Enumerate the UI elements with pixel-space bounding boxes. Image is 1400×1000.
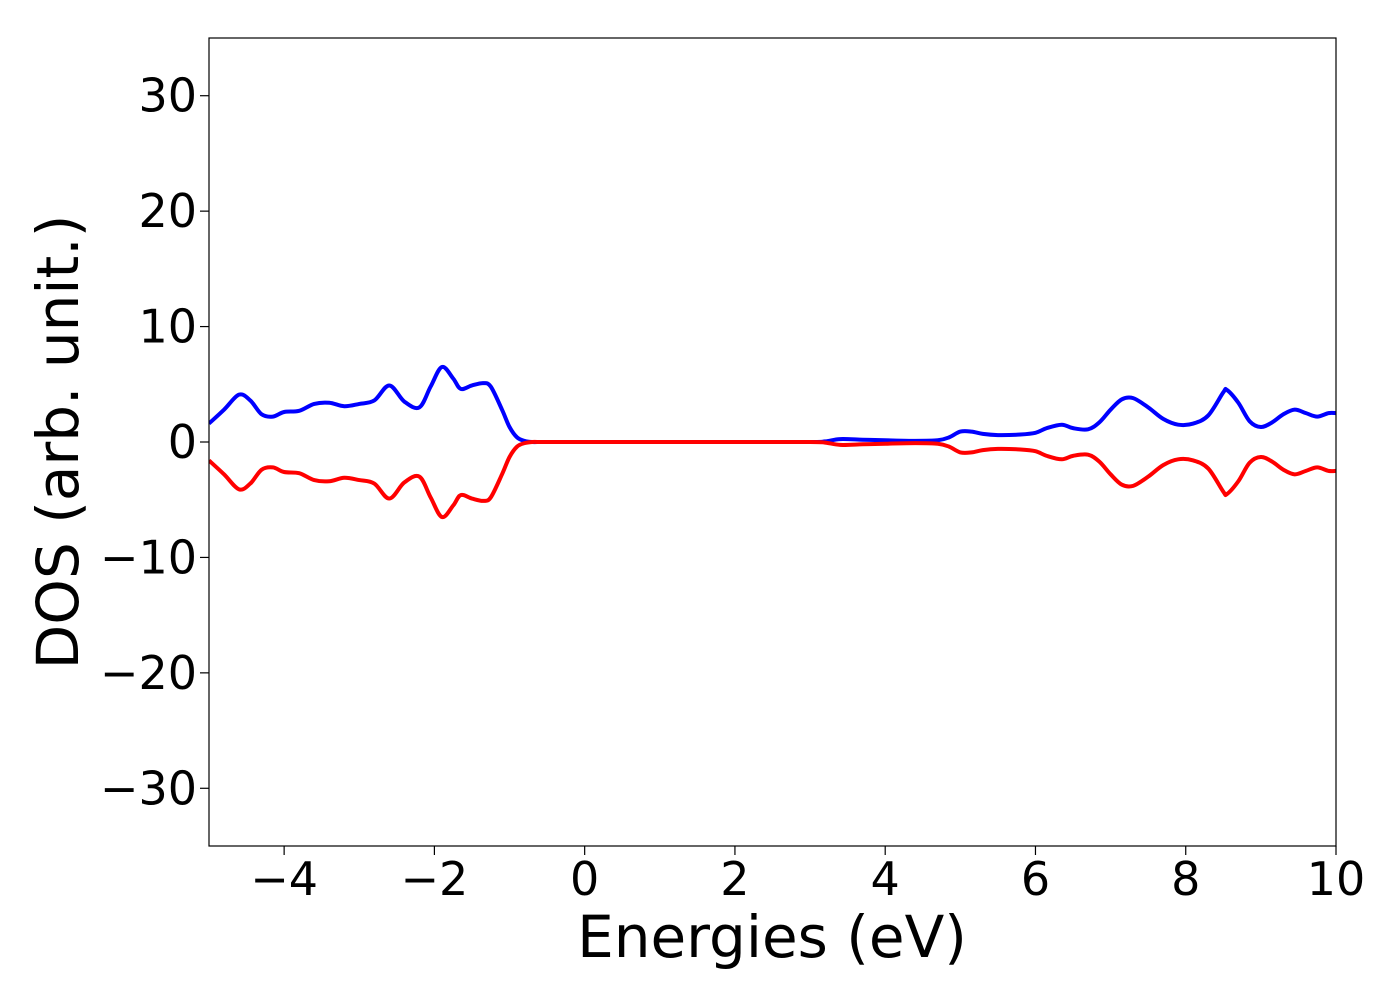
- x-tick-label: 8: [1171, 852, 1200, 906]
- y-tick-label: −20: [100, 646, 197, 700]
- y-axis-label: DOS (arb. unit.): [24, 215, 92, 670]
- x-tick-label: 4: [871, 852, 900, 906]
- x-tick-label: −2: [400, 852, 468, 906]
- series-layer: [209, 364, 1336, 520]
- y-tick-label: 0: [168, 415, 197, 469]
- series-red-line: [209, 439, 1336, 520]
- y-tick-label: 10: [138, 300, 197, 354]
- y-tick-label: −30: [100, 761, 197, 815]
- x-tick-label: 10: [1307, 852, 1366, 906]
- x-tick-label: 2: [720, 852, 749, 906]
- x-tick-label: 6: [1021, 852, 1050, 906]
- y-tick-label: 20: [138, 184, 197, 238]
- y-tick-label: 30: [138, 69, 197, 123]
- series-blue-line: [209, 364, 1336, 445]
- x-axis-label: Energies (eV): [577, 903, 967, 971]
- x-tick-label: −4: [250, 852, 318, 906]
- y-tick-label: −10: [100, 530, 197, 584]
- x-tick-label: 0: [570, 852, 599, 906]
